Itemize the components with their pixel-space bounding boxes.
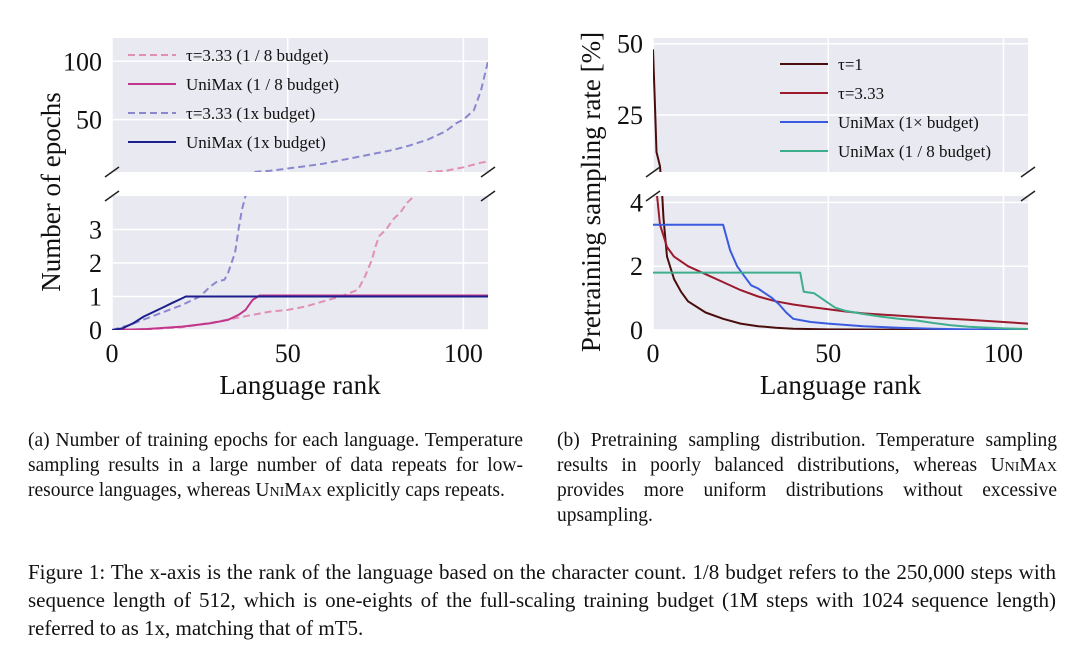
legend-label: τ=3.33 (1 / 8 budget) [186,46,328,65]
y-tick-label: 1 [89,283,102,312]
legend-label: τ=1 [838,55,863,74]
y-tick-label: 25 [617,101,643,130]
axis-break [1020,190,1036,202]
y-tick-label: 50 [76,106,102,135]
x-tick-label: 100 [444,339,483,368]
y-tick-label: 2 [89,249,102,278]
x-tick-label: 0 [106,339,119,368]
series-line [653,49,662,172]
chart-b: 0 50 100 25 50 0 2 4 Language rank Pretraining sa… [576,30,1036,400]
axis-break [480,166,496,178]
x-tick-label: 50 [815,339,841,368]
series-line [653,271,1028,330]
legend-label: τ=3.33 (1x budget) [186,104,315,123]
y-tick-label: 3 [89,216,102,245]
caption-b: (b) Pretraining sampling distribution. T… [557,428,1057,528]
lower-panel [653,196,1028,330]
axis-break [104,166,120,178]
upper-panel [112,38,488,172]
y-tick-label: 100 [63,47,102,76]
y-axis-label: Number of epochs [36,92,66,291]
legend-label: UniMax (1x budget) [186,133,326,152]
axis-break [645,190,661,202]
figure-caption: Figure 1: The x-axis is the rank of the … [28,560,1056,640]
series-group [251,61,488,172]
legend: τ=1 τ=3.33 UniMax (1× budget) UniMax (1 / 8… [780,55,991,161]
legend-label: UniMax (1× budget) [838,113,979,132]
y-axis-label: Pretraining sampling rate [%] [576,32,606,352]
axis-break [104,190,120,202]
upper-panel [653,38,1028,172]
caption-a-suffix: explicitly caps repeats. [321,480,505,501]
x-tick-label: 100 [984,339,1023,368]
series-group [653,49,662,172]
legend-label: UniMax (1 / 8 budget) [838,142,991,161]
legend: τ=3.33 (1 / 8 budget) UniMax (1 / 8 budge… [128,46,339,152]
x-axis-label: Language rank [219,370,381,400]
axis-break [645,166,661,178]
axis-break [480,190,496,202]
caption-a-unimax: UniMax [255,480,322,501]
x-axis-label: Language rank [760,370,922,400]
axis-break [1020,166,1036,178]
y-tick-label: 0 [630,316,643,345]
series-line [251,61,488,172]
caption-a: (a) Number of training epochs for each l… [28,428,523,503]
legend-label: τ=3.33 [838,84,884,103]
legend-label: UniMax (1 / 8 budget) [186,75,339,94]
caption-b-suffix: provides more uniform distributions with… [557,480,1057,526]
caption-b-unimax: UniMax [990,455,1057,476]
series-group [112,196,488,330]
x-tick-label: 50 [275,339,301,368]
caption-b-prefix: (b) Pretraining sampling distribution. T… [557,430,1057,476]
series-line [112,294,488,330]
series-line [656,196,1028,325]
caption-a-prefix: (a) Number of training epochs for each l… [28,430,523,501]
series-group [653,196,1028,330]
series-line [653,223,1028,330]
y-tick-label: 50 [617,30,643,59]
series-line [661,196,1028,330]
y-tick-label: 4 [630,188,643,217]
series-line [112,295,488,330]
y-tick-label: 2 [630,252,643,281]
y-tick-label: 0 [89,316,102,345]
x-tick-label: 0 [647,339,660,368]
